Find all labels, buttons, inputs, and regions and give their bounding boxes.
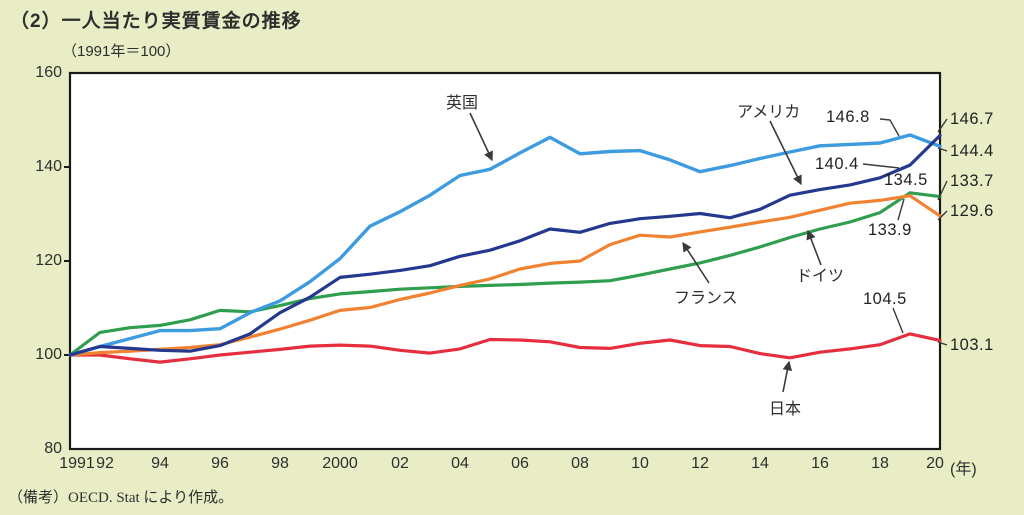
x-tick-1991: 1991 [59, 455, 95, 472]
value-connectors [862, 118, 948, 346]
x-tick-02: 02 [391, 455, 409, 472]
usa-arrow [769, 120, 802, 186]
y-tick-140: 140 [35, 158, 62, 175]
x-tick-10: 10 [631, 455, 649, 472]
series-line-germany [68, 191, 942, 357]
figure-title: （2）一人当たり実質賃金の推移 [10, 11, 302, 32]
usa-2020-value: 146.7 [950, 110, 994, 128]
plot-area [68, 71, 942, 451]
france-series-label: フランス [674, 290, 738, 307]
y-tick-120: 120 [35, 252, 62, 269]
series-line-uk [68, 133, 942, 357]
x-tick-06: 06 [511, 455, 529, 472]
x-tick-18: 18 [871, 455, 889, 472]
japan-arrow [782, 360, 793, 393]
x-tick-98: 98 [271, 455, 289, 472]
usa-2019-value: 140.4 [815, 155, 859, 173]
series-line-usa [68, 133, 942, 357]
uk-arrow [469, 112, 493, 162]
x-tick-04: 04 [451, 455, 469, 472]
germany-2019-value: 134.5 [884, 171, 928, 189]
series-line-japan [68, 332, 942, 364]
x-tick-20: 20 [926, 455, 944, 472]
x-tick-92: 92 [96, 455, 114, 472]
y-tick-100: 100 [35, 346, 62, 363]
x-tick-08: 08 [571, 455, 589, 472]
germany-arrow [806, 229, 822, 266]
x-tick-2000: 2000 [322, 455, 358, 472]
germany-series-label: ドイツ [796, 268, 845, 285]
japan-2019-value: 104.5 [863, 290, 907, 308]
uk-2019-value: 146.8 [826, 108, 870, 126]
source-note: （備考）OECD. Stat により作成。 [8, 490, 234, 506]
x-tick-94: 94 [151, 455, 169, 472]
annotation-arrows [469, 112, 822, 393]
france-2019-value: 133.9 [868, 221, 912, 239]
x-tick-12: 12 [691, 455, 709, 472]
japan-series-label: 日本 [769, 401, 802, 418]
uk-series-label: 英国 [446, 95, 479, 112]
france-arrow [682, 241, 710, 284]
x-axis-unit: (年) [950, 461, 977, 478]
germany-2020-value: 133.7 [950, 172, 994, 190]
france-2020-value: 129.6 [950, 202, 994, 220]
index-base-note: （1991年＝100） [62, 43, 181, 60]
y-tick-80: 80 [44, 440, 62, 457]
usa-series-label: アメリカ [737, 104, 801, 121]
y-tick-160: 160 [35, 64, 62, 81]
x-tick-14: 14 [751, 455, 769, 472]
x-tick-96: 96 [211, 455, 229, 472]
uk-2020-value: 144.4 [950, 142, 994, 160]
japan-2020-value: 103.1 [950, 336, 994, 354]
x-tick-16: 16 [811, 455, 829, 472]
